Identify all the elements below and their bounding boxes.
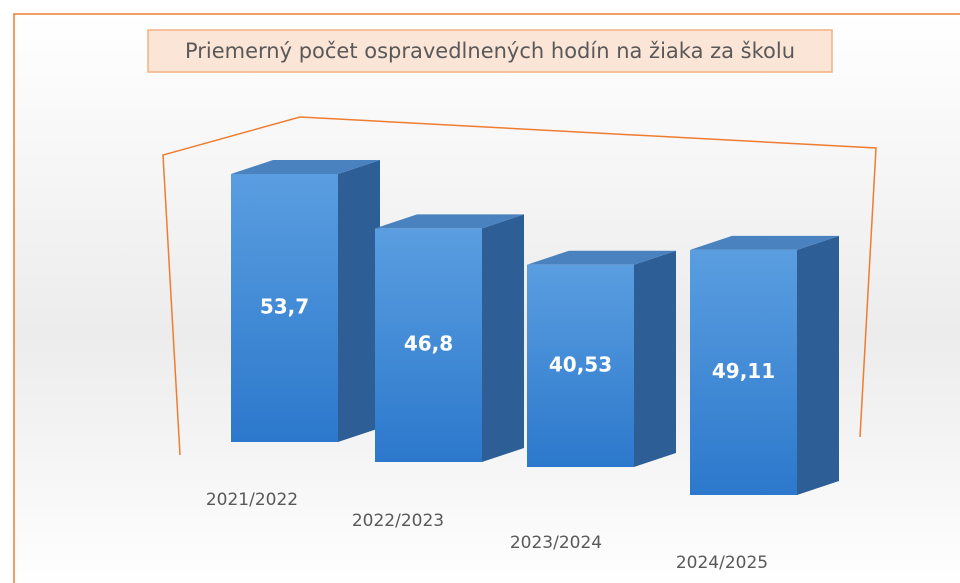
bar: 40,53: [527, 250, 676, 467]
bar-front: [231, 174, 338, 442]
bar-top: [690, 235, 839, 250]
bar: 49,11: [690, 235, 839, 495]
value-label: 49,11: [712, 359, 775, 383]
bar-side: [482, 214, 524, 462]
chart-title: Priemerný počet ospravedlnených hodín na…: [185, 39, 795, 63]
title-box: [147, 29, 833, 73]
bar-top: [375, 214, 524, 229]
bar-top: [527, 250, 676, 265]
plot-wall: [162, 116, 877, 456]
bar-side: [797, 235, 839, 495]
bar-front: [375, 228, 482, 462]
x-tick-label: 2023/2024: [510, 533, 602, 553]
bar: 46,8: [375, 214, 524, 462]
x-tick-label: 2024/2025: [676, 553, 768, 573]
bar-front: [690, 249, 797, 495]
bar-side: [338, 160, 380, 442]
x-tick-label: 2022/2023: [352, 511, 444, 531]
value-label: 53,7: [260, 295, 309, 319]
value-label: 46,8: [404, 332, 453, 356]
value-label: 40,53: [549, 352, 612, 376]
bar: 53,7: [231, 160, 380, 442]
bar-side: [634, 250, 676, 467]
x-tick-label: 2021/2022: [206, 490, 298, 510]
bar-top: [231, 160, 380, 174]
bar-front: [527, 264, 634, 467]
